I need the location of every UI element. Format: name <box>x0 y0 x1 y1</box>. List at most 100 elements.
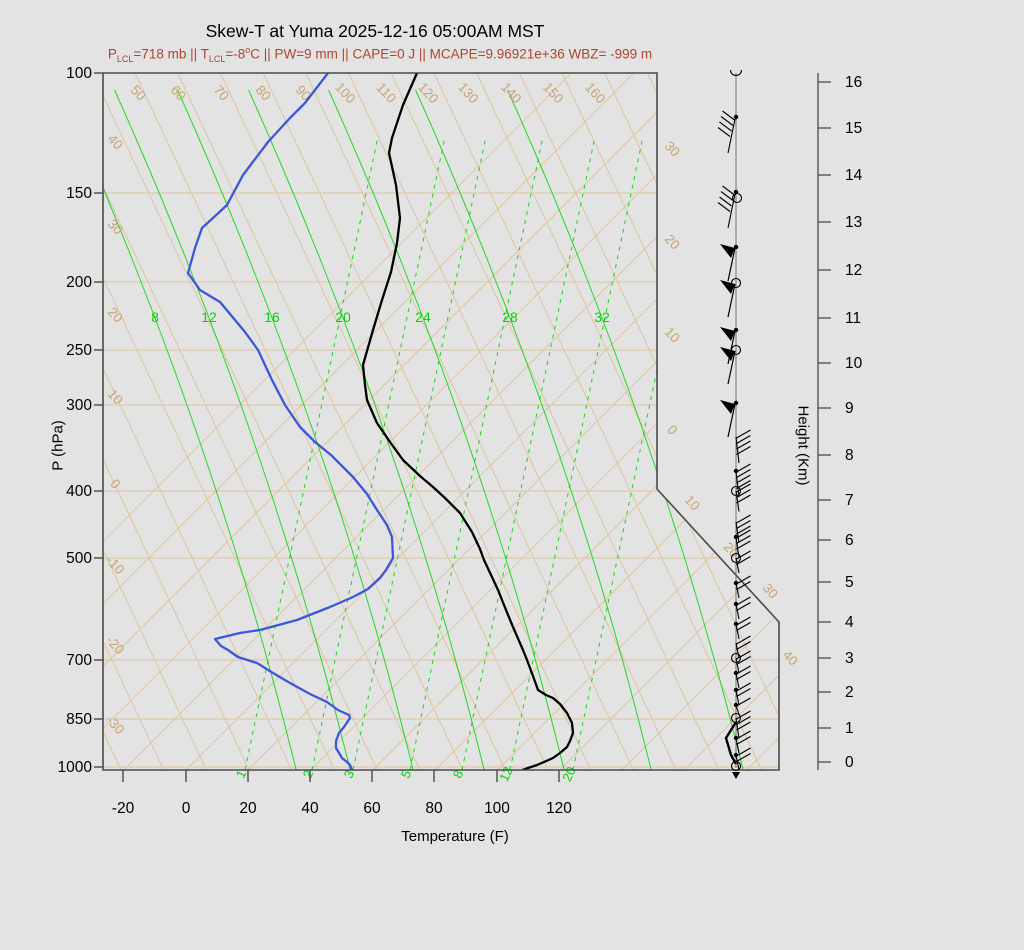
svg-text:16: 16 <box>845 74 862 91</box>
svg-text:80: 80 <box>253 82 274 103</box>
svg-text:-20: -20 <box>112 800 135 817</box>
svg-text:0: 0 <box>664 422 680 438</box>
svg-text:9: 9 <box>845 400 854 417</box>
wind-barb <box>733 616 751 640</box>
wind-barb <box>733 747 751 771</box>
svg-text:150: 150 <box>540 80 566 107</box>
wind-barb <box>730 483 751 512</box>
svg-text:4: 4 <box>845 614 854 631</box>
svg-text:60: 60 <box>168 82 189 103</box>
wind-barb <box>735 514 751 543</box>
svg-text:20: 20 <box>239 800 257 817</box>
svg-text:100: 100 <box>332 80 358 107</box>
svg-text:32: 32 <box>594 309 610 325</box>
svg-text:130: 130 <box>455 80 481 107</box>
svg-text:60: 60 <box>363 800 381 817</box>
svg-text:28: 28 <box>502 309 518 325</box>
dewpoint-curve <box>186 73 395 770</box>
svg-text:14: 14 <box>845 167 863 184</box>
svg-text:200: 200 <box>66 274 92 291</box>
wind-barb <box>717 110 739 154</box>
svg-text:80: 80 <box>425 800 443 817</box>
wind-barb <box>720 344 742 385</box>
wind-barb-column <box>717 69 751 779</box>
wind-barb <box>735 635 751 659</box>
svg-text:15: 15 <box>845 120 862 137</box>
svg-text:6: 6 <box>845 532 854 549</box>
svg-text:3: 3 <box>845 650 854 667</box>
isotherm-adiabat-labels: 50 60 70 80 90 100 110 120 130 140 150 160403020100… <box>103 80 801 738</box>
svg-text:8: 8 <box>845 447 854 464</box>
svg-text:110: 110 <box>373 80 399 106</box>
svg-text:2: 2 <box>845 684 854 701</box>
svg-text:-10: -10 <box>103 553 127 578</box>
svg-text:13: 13 <box>845 214 862 231</box>
svg-text:-30: -30 <box>103 713 127 738</box>
svg-text:120: 120 <box>415 80 441 107</box>
wind-barb <box>733 596 751 620</box>
svg-text:30: 30 <box>760 580 781 601</box>
wind-barb <box>733 697 751 715</box>
svg-text:20: 20 <box>105 304 126 325</box>
svg-text:100: 100 <box>484 800 510 817</box>
plot-frame <box>102 72 780 771</box>
wind-barb <box>733 730 751 754</box>
svg-text:50: 50 <box>128 82 149 103</box>
temperature-axis: -20 0 20 40 60 80 100 120 <box>112 770 572 817</box>
wind-barb <box>733 575 751 599</box>
moist-adiabat-labels: 8 12 16 20 24 28 32 <box>151 309 610 325</box>
svg-text:30: 30 <box>662 138 683 159</box>
wind-barb <box>733 682 751 706</box>
svg-text:7: 7 <box>845 492 854 509</box>
chart-title: Skew-T at Yuma 2025-12-16 05:00AM MST <box>205 21 545 41</box>
svg-text:40: 40 <box>780 647 801 668</box>
wind-barb <box>733 665 751 689</box>
svg-text:700: 700 <box>66 652 92 669</box>
wind-barb <box>735 429 751 464</box>
svg-text:10: 10 <box>682 492 703 513</box>
svg-text:11: 11 <box>845 310 861 327</box>
svg-text:24: 24 <box>415 309 431 325</box>
svg-text:120: 120 <box>546 800 572 817</box>
svg-text:10: 10 <box>662 324 683 345</box>
svg-text:10: 10 <box>105 386 126 407</box>
wind-barb <box>720 244 739 282</box>
svg-text:20: 20 <box>662 231 683 252</box>
temperature-curve <box>361 73 575 770</box>
svg-text:16: 16 <box>264 309 280 325</box>
wind-barb <box>717 185 743 229</box>
svg-text:20: 20 <box>335 309 351 325</box>
svg-text:0: 0 <box>182 800 191 817</box>
svg-text:850: 850 <box>66 711 92 728</box>
svg-text:12: 12 <box>201 309 217 325</box>
surface-wind-trace <box>724 721 738 765</box>
wind-barb <box>720 400 739 438</box>
svg-text:300: 300 <box>66 397 92 414</box>
svg-text:1000: 1000 <box>58 759 93 776</box>
svg-text:0: 0 <box>845 754 854 771</box>
wind-barb <box>733 529 751 558</box>
chart-subtitle: PLCL=718 mb || TLCL=-8oC || PW=9 mm || C… <box>107 45 653 65</box>
svg-text:30: 30 <box>105 216 126 237</box>
svg-text:1: 1 <box>845 720 854 737</box>
svg-text:40: 40 <box>301 800 319 817</box>
svg-text:-20: -20 <box>103 633 127 658</box>
wind-barb <box>730 710 751 739</box>
grid-lines <box>103 73 779 770</box>
wind-barb <box>730 650 751 674</box>
svg-text:400: 400 <box>66 483 92 500</box>
wind-barb <box>720 277 742 318</box>
svg-text:150: 150 <box>66 185 92 202</box>
wind-barb <box>730 550 751 574</box>
temperature-axis-title: Temperature (F) <box>401 828 509 845</box>
svg-text:100: 100 <box>66 65 92 82</box>
svg-text:140: 140 <box>498 80 524 107</box>
svg-text:0: 0 <box>107 476 123 492</box>
svg-text:70: 70 <box>211 82 232 103</box>
wind-barb <box>729 69 743 76</box>
wind-barb <box>730 760 742 779</box>
svg-text:500: 500 <box>66 550 92 567</box>
